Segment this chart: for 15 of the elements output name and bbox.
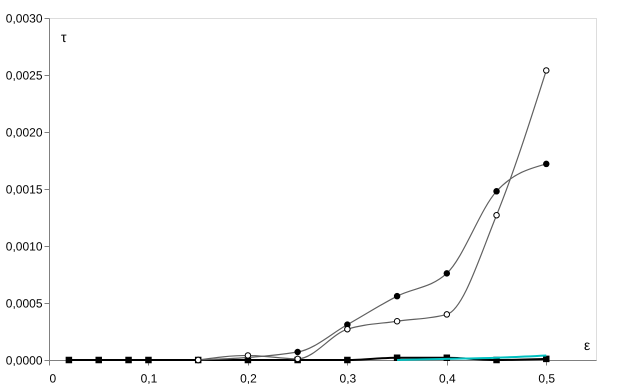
- y-tick-label: 0,0030: [6, 12, 43, 26]
- y-tick-label: 0,0015: [6, 182, 43, 196]
- x-tick-label: 0,2: [240, 372, 258, 386]
- y-tick-label: 0,0010: [6, 240, 43, 254]
- x-tick-label: 0,5: [538, 372, 556, 386]
- x-axis-title: ε: [584, 337, 590, 353]
- x-tick-label: 0,1: [140, 372, 158, 386]
- y-tick-label: 0,0025: [6, 68, 43, 82]
- x-tick-label: 0: [50, 372, 56, 386]
- y-tick-label: 0,0000: [6, 354, 43, 368]
- x-tick-label: 0,4: [438, 372, 456, 386]
- y-axis-title: τ: [61, 29, 67, 45]
- y-tick-label: 0,0005: [6, 296, 43, 310]
- x-tick-label: 0,3: [340, 372, 357, 386]
- y-tick-label: 0,0020: [6, 126, 43, 140]
